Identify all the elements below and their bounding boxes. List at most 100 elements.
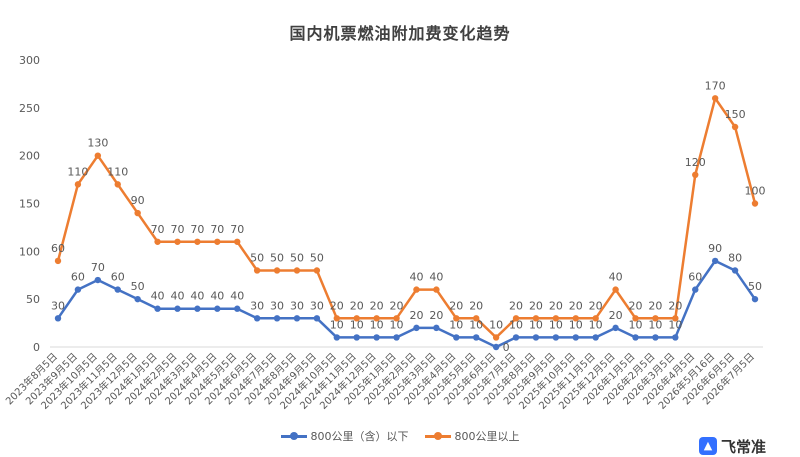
series-0-point[interactable]	[94, 276, 102, 284]
series-0-point[interactable]	[293, 315, 301, 322]
y-tick-label: 250	[19, 102, 40, 115]
series-0-point[interactable]	[413, 324, 420, 332]
series-1-point[interactable]	[194, 238, 201, 245]
series-0-point[interactable]	[751, 295, 759, 303]
data-label-series-1: 50	[310, 251, 324, 264]
series-0-point[interactable]	[473, 334, 480, 341]
series-0-point[interactable]	[134, 295, 141, 303]
series-1-point[interactable]	[453, 315, 460, 322]
data-label-series-0: 10	[529, 318, 543, 331]
series-0-point[interactable]	[672, 334, 679, 341]
series-1-point[interactable]	[234, 238, 241, 245]
series-1-point[interactable]	[592, 315, 599, 322]
data-label-series-1: 130	[87, 137, 108, 150]
series-0-point[interactable]	[711, 257, 719, 265]
series-0-point[interactable]	[572, 334, 579, 341]
series-1-point[interactable]	[393, 315, 400, 322]
y-tick-label: 200	[19, 150, 40, 163]
data-label-series-0: 30	[310, 299, 324, 312]
series-1-point[interactable]	[134, 209, 141, 217]
series-0-point[interactable]	[393, 334, 400, 341]
series-0-point[interactable]	[234, 305, 241, 312]
series-0-point[interactable]	[54, 315, 62, 322]
series-0-point[interactable]	[512, 334, 520, 341]
series-0-point[interactable]	[313, 315, 321, 322]
series-1-point[interactable]	[433, 286, 440, 293]
data-label-series-0: 30	[270, 299, 284, 312]
series-1-point[interactable]	[353, 315, 360, 322]
series-0-point[interactable]	[373, 334, 380, 341]
data-label-series-1: 20	[569, 299, 583, 312]
series-0-point[interactable]	[612, 324, 619, 332]
series-1-point[interactable]	[373, 315, 380, 322]
series-1-point[interactable]	[572, 315, 579, 322]
series-1-point[interactable]	[672, 315, 679, 322]
data-label-series-0: 10	[549, 318, 563, 331]
series-1-point[interactable]	[214, 238, 221, 245]
series-0-point[interactable]	[114, 286, 121, 293]
data-label-series-0: 10	[330, 318, 344, 331]
series-0-point[interactable]	[652, 334, 659, 341]
data-label-series-1: 50	[290, 251, 304, 264]
series-1-point[interactable]	[632, 315, 639, 322]
series-0-point[interactable]	[154, 305, 161, 312]
series-1-point[interactable]	[293, 267, 301, 274]
series-0-point[interactable]	[492, 343, 500, 351]
series-0-point[interactable]	[632, 334, 639, 341]
series-0-point[interactable]	[592, 334, 599, 341]
series-1-point[interactable]	[512, 315, 520, 322]
data-label-series-1: 110	[107, 165, 128, 178]
series-0-point[interactable]	[353, 334, 360, 341]
series-1-point[interactable]	[94, 152, 102, 159]
series-1-point[interactable]	[731, 123, 739, 131]
series-1-point[interactable]	[253, 267, 261, 274]
series-1-point[interactable]	[54, 257, 62, 265]
series-1-point[interactable]	[652, 315, 659, 322]
series-1-point[interactable]	[154, 238, 161, 245]
data-label-series-1: 50	[250, 251, 264, 264]
series-0-point[interactable]	[214, 305, 221, 312]
series-0-point[interactable]	[74, 286, 82, 293]
data-label-series-0: 10	[370, 318, 384, 331]
data-label-series-1: 40	[609, 271, 623, 284]
series-0-point[interactable]	[194, 305, 201, 312]
series-0-point[interactable]	[273, 315, 281, 322]
series-0-point[interactable]	[433, 324, 440, 332]
series-0-point[interactable]	[453, 334, 460, 341]
series-1-point[interactable]	[692, 171, 699, 178]
series-1-point[interactable]	[313, 267, 321, 274]
series-1-point[interactable]	[492, 334, 500, 341]
data-label-series-0: 10	[509, 318, 523, 331]
series-0-point[interactable]	[253, 315, 261, 322]
series-1-point[interactable]	[751, 200, 759, 207]
legend-item-series-1[interactable]: 800公里以上	[424, 428, 520, 444]
legend-item-series-0[interactable]: 800公里（含）以下	[280, 428, 409, 444]
series-0-point[interactable]	[692, 286, 699, 293]
series-0-point[interactable]	[174, 305, 181, 312]
series-1-point[interactable]	[114, 181, 121, 188]
data-label-series-1: 20	[449, 299, 463, 312]
data-label-series-0: 10	[648, 318, 662, 331]
series-1-point[interactable]	[74, 181, 82, 188]
series-1-point[interactable]	[473, 315, 480, 322]
data-label-series-1: 110	[67, 165, 88, 178]
series-1-point[interactable]	[413, 286, 420, 293]
data-label-series-0: 10	[469, 318, 483, 331]
series-1-point[interactable]	[552, 315, 560, 322]
data-label-series-0: 30	[51, 299, 65, 312]
data-label-series-0: 60	[688, 271, 702, 284]
series-1-point[interactable]	[174, 238, 181, 245]
series-1-point[interactable]	[711, 95, 719, 102]
y-tick-label: 150	[19, 198, 40, 211]
data-label-series-1: 70	[190, 223, 204, 236]
series-1-point[interactable]	[612, 286, 619, 293]
series-1-point[interactable]	[333, 315, 340, 322]
series-0-point[interactable]	[731, 267, 739, 274]
data-label-series-0: 70	[91, 261, 105, 274]
series-1-point[interactable]	[532, 315, 540, 322]
series-1-point[interactable]	[273, 267, 281, 274]
data-label-series-1: 150	[725, 108, 746, 121]
series-0-point[interactable]	[552, 334, 560, 341]
series-0-point[interactable]	[333, 334, 340, 341]
series-0-point[interactable]	[532, 334, 540, 341]
